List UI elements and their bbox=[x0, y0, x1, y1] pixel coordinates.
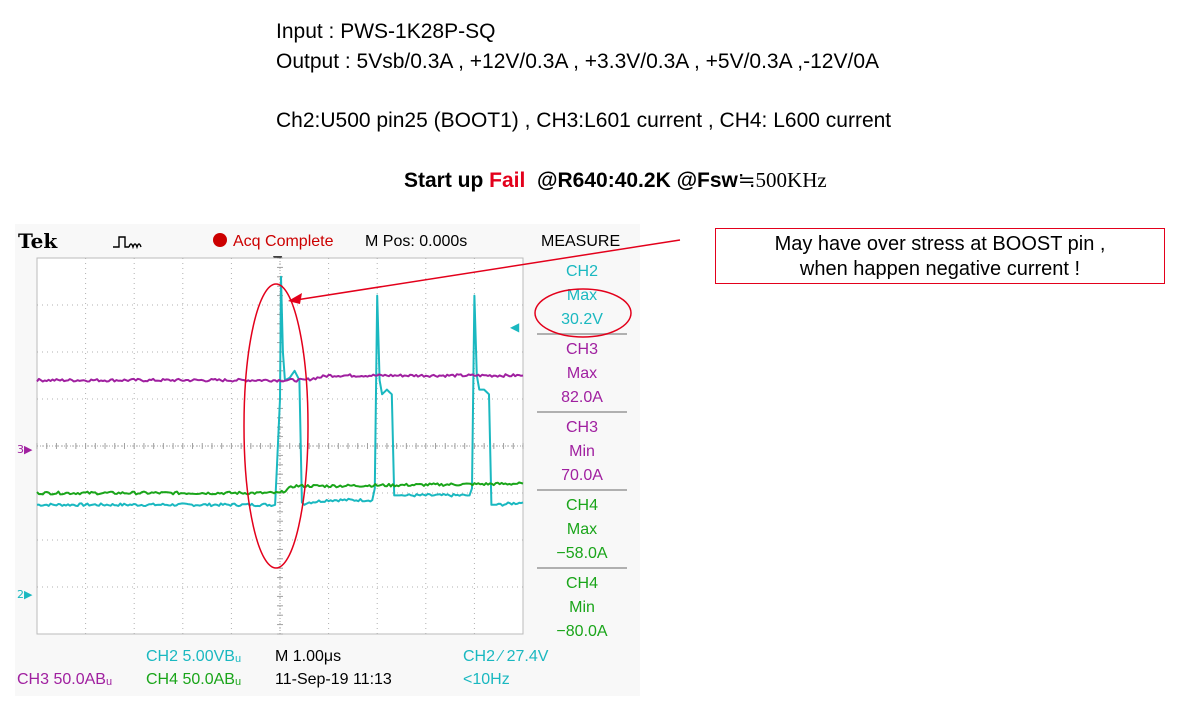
measure-channel: CH2 bbox=[566, 263, 598, 280]
measure-value: 82.0A bbox=[561, 389, 603, 406]
status-fail: Fail bbox=[489, 169, 526, 192]
measure-type: Max bbox=[567, 365, 597, 382]
measure-type: Max bbox=[567, 287, 597, 304]
oscilloscope-screenshot: Tek Acq Complete M Pos: 0.000s MEASURE ▼… bbox=[15, 224, 640, 696]
measure-channel: CH3 bbox=[566, 419, 598, 436]
ch3-scale: CH3 50.0ABᵤ bbox=[17, 671, 112, 688]
status-suffix: @R640:40.2K @Fsw bbox=[525, 169, 738, 192]
ch3-ground-marker: 3▶ bbox=[17, 443, 33, 456]
time-scale: M 1.00μs bbox=[275, 648, 341, 665]
measure-value: −80.0A bbox=[556, 623, 607, 640]
callout-line-2: when happen negative current ! bbox=[799, 258, 1081, 280]
output-line: Output : 5Vsb/0.3A , +12V/0.3A , +3.3V/0… bbox=[276, 50, 880, 73]
measure-type: Max bbox=[567, 521, 597, 538]
acq-status-icon bbox=[213, 233, 227, 247]
callout-line-1: May have over stress at BOOST pin , bbox=[774, 233, 1106, 255]
scope-footer: CH2 5.00VBᵤ CH3 50.0ABᵤ CH4 50.0ABᵤ M 1.… bbox=[17, 648, 549, 688]
status-frequency: ≒500KHz bbox=[737, 168, 827, 192]
ch4-scale: CH4 50.0ABᵤ bbox=[146, 671, 241, 688]
acq-status-text: Acq Complete bbox=[233, 233, 334, 250]
tek-logo: Tek bbox=[18, 229, 58, 253]
measure-value: −58.0A bbox=[556, 545, 607, 562]
measure-title: MEASURE bbox=[541, 233, 620, 250]
measure-channel: CH3 bbox=[566, 341, 598, 358]
measure-channel: CH4 bbox=[566, 497, 598, 514]
measure-type: Min bbox=[569, 443, 595, 460]
ch2-ground-marker: 2▶ bbox=[17, 588, 33, 601]
channel-description: Ch2:U500 pin25 (BOOT1) , CH3:L601 curren… bbox=[276, 109, 892, 132]
measure-type: Min bbox=[569, 599, 595, 616]
date-time: 11-Sep-19 11:13 bbox=[275, 671, 392, 688]
callout-box: May have over stress at BOOST pin , when… bbox=[715, 228, 1165, 284]
measure-channel: CH4 bbox=[566, 575, 598, 592]
run-state-icon bbox=[113, 236, 142, 250]
startup-status-line: Start up Fail @R640:40.2K @Fsw≒500KHz bbox=[404, 168, 827, 193]
measure-value: 30.2V bbox=[561, 311, 603, 328]
measure-value: 70.0A bbox=[561, 467, 603, 484]
trigger-setting: CH2 ∕ 27.4V bbox=[463, 648, 549, 665]
trigger-level-marker: ◀ bbox=[510, 320, 520, 334]
status-prefix: Start up bbox=[404, 169, 490, 192]
input-line: Input : PWS-1K28P-SQ bbox=[276, 20, 496, 43]
trigger-frequency: <10Hz bbox=[463, 671, 510, 688]
mpos-text: M Pos: 0.000s bbox=[365, 233, 467, 250]
ch2-scale: CH2 5.00VBᵤ bbox=[146, 648, 241, 665]
